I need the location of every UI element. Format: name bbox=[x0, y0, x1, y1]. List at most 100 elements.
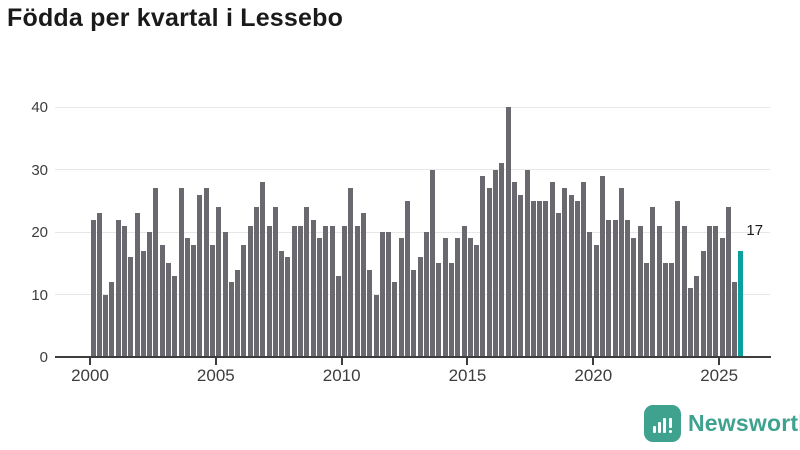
bar bbox=[254, 207, 260, 357]
y-tick-label: 0 bbox=[39, 349, 48, 366]
x-tick-label: 2025 bbox=[700, 366, 739, 385]
bar bbox=[386, 232, 392, 357]
x-axis-line bbox=[55, 356, 771, 358]
x-tick-mark bbox=[89, 358, 91, 365]
bar bbox=[442, 238, 448, 357]
x-tick-label: 2020 bbox=[574, 366, 613, 385]
bar bbox=[260, 182, 266, 357]
y-tick-label: 40 bbox=[31, 99, 48, 116]
bar bbox=[203, 188, 209, 357]
bar bbox=[392, 282, 398, 357]
bar bbox=[637, 225, 643, 357]
bar bbox=[241, 244, 247, 357]
y-tick-label: 20 bbox=[31, 224, 48, 241]
x-tick-mark bbox=[592, 358, 595, 365]
bar bbox=[285, 257, 291, 357]
newsworthy-logo-icon bbox=[644, 405, 681, 442]
bar bbox=[210, 244, 215, 357]
bar bbox=[128, 257, 134, 357]
bar bbox=[373, 294, 379, 357]
bar bbox=[449, 263, 455, 357]
bar bbox=[662, 263, 668, 357]
bar bbox=[650, 207, 656, 357]
x-tick-label: 2010 bbox=[322, 366, 361, 385]
bar bbox=[606, 219, 612, 357]
bar bbox=[543, 200, 549, 357]
bar bbox=[266, 225, 272, 357]
bar bbox=[455, 238, 461, 357]
logo-chart-bar-icon bbox=[658, 422, 661, 433]
x-tick-mark bbox=[466, 358, 469, 365]
bar bbox=[725, 207, 731, 357]
bar bbox=[147, 232, 153, 357]
bar bbox=[348, 188, 354, 357]
bar bbox=[499, 163, 505, 357]
bar bbox=[474, 244, 480, 357]
bar bbox=[706, 225, 712, 357]
bar bbox=[335, 275, 341, 357]
bar bbox=[109, 282, 115, 357]
bar bbox=[581, 182, 587, 357]
bar bbox=[159, 244, 165, 357]
x-tick-mark bbox=[340, 358, 343, 365]
bar bbox=[562, 188, 568, 357]
newsworthy-logo-text: Newsworthy bbox=[688, 410, 800, 436]
bar bbox=[398, 238, 404, 357]
bar bbox=[291, 225, 297, 357]
bar bbox=[423, 232, 429, 357]
gridline bbox=[55, 231, 770, 233]
bar bbox=[354, 225, 360, 357]
bar bbox=[656, 225, 662, 357]
bar bbox=[461, 225, 467, 357]
bar bbox=[405, 200, 410, 357]
bar bbox=[587, 232, 593, 357]
bar bbox=[713, 225, 719, 357]
logo-exclamation-icon bbox=[669, 418, 672, 433]
bar bbox=[681, 225, 687, 357]
bar bbox=[379, 232, 385, 357]
bar bbox=[279, 250, 285, 357]
bar bbox=[103, 294, 109, 357]
x-tick-label: 2005 bbox=[196, 366, 235, 385]
newsworthy-logo[interactable]: Newsworthy bbox=[644, 405, 800, 442]
bar bbox=[172, 275, 178, 357]
bar bbox=[184, 238, 190, 357]
x-tick-mark bbox=[718, 358, 721, 365]
bar bbox=[121, 225, 127, 357]
bar bbox=[555, 213, 561, 357]
bar bbox=[417, 257, 423, 357]
bar bbox=[719, 238, 725, 357]
bar bbox=[688, 288, 694, 357]
bar bbox=[518, 194, 524, 357]
x-tick-mark bbox=[214, 358, 217, 365]
bar bbox=[625, 219, 631, 357]
bar bbox=[549, 182, 555, 357]
bar bbox=[191, 244, 197, 357]
bar bbox=[153, 188, 159, 357]
bar bbox=[228, 282, 234, 357]
bar bbox=[618, 188, 624, 357]
bar bbox=[568, 194, 574, 357]
bar bbox=[732, 282, 738, 357]
bar bbox=[593, 244, 599, 357]
bar bbox=[511, 182, 517, 357]
bar-highlight bbox=[738, 250, 744, 357]
bar bbox=[342, 225, 348, 357]
chart-title: Födda per kvartal i Lessebo bbox=[7, 4, 344, 32]
logo-chart-bar-icon bbox=[653, 426, 656, 433]
bar bbox=[329, 225, 335, 357]
bar bbox=[631, 238, 637, 357]
bar bbox=[115, 219, 121, 357]
y-tick-label: 10 bbox=[31, 286, 48, 304]
bar bbox=[216, 207, 222, 357]
bar bbox=[644, 263, 650, 357]
bar bbox=[430, 169, 436, 357]
bar bbox=[694, 275, 700, 357]
bar bbox=[480, 175, 486, 357]
bar bbox=[165, 263, 171, 357]
bar bbox=[235, 269, 241, 357]
bar bbox=[411, 269, 417, 357]
x-tick-label: 2015 bbox=[448, 366, 487, 385]
bar bbox=[599, 175, 605, 357]
